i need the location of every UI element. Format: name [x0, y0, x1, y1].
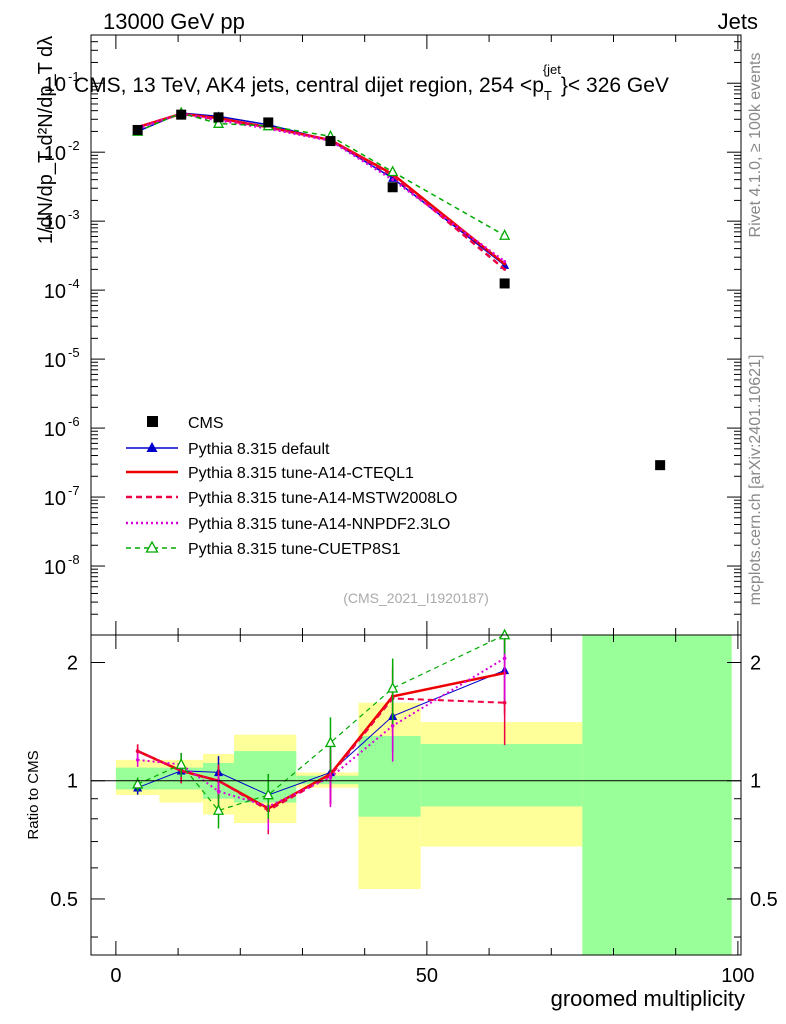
y-tick-exponent: -1	[68, 69, 80, 84]
y-tick-label: 10	[44, 212, 66, 234]
legend-label-default: Pythia 8.315 default	[188, 441, 330, 458]
ratio-point	[390, 723, 395, 728]
series-point	[503, 267, 507, 271]
x-tick-label: 50	[416, 965, 438, 987]
y-tick-exponent: -8	[68, 552, 80, 567]
x-axis-label: groomed multiplicity	[551, 986, 745, 1011]
cms-point	[499, 278, 510, 289]
ratio-band-inner	[420, 744, 583, 807]
legend: CMS Pythia 8.315 default Pythia 8.315 tu…	[126, 415, 457, 558]
ratio-band-inner	[582, 635, 732, 955]
cms-point	[655, 460, 666, 471]
x-tick-label: 100	[721, 965, 754, 987]
ratio-point	[502, 656, 507, 661]
y-tick-label: 10	[44, 143, 66, 165]
ratio-band-inner	[358, 735, 421, 817]
legend-label-nnpdf: Pythia 8.315 tune-A14-NNPDF2.3LO	[188, 516, 450, 533]
ratio-point	[175, 758, 187, 769]
ratio-tick-label-left: 2	[67, 653, 78, 675]
ratio-axis-label: Ratio to CMS	[25, 750, 42, 839]
legend-label-cms: CMS	[188, 415, 224, 432]
cms-point	[263, 117, 274, 128]
ratio-point	[502, 700, 507, 705]
series-point	[388, 173, 398, 182]
x-tick-label: 0	[110, 965, 121, 987]
series-point	[212, 117, 225, 128]
cms-point	[325, 136, 336, 147]
ratio-point	[132, 777, 144, 789]
ratio-point	[216, 789, 221, 794]
y-tick-label: 10	[44, 557, 66, 579]
legend-label-mstw: Pythia 8.315 tune-A14-MSTW2008LO	[188, 490, 457, 507]
ratio-point	[387, 681, 399, 693]
series-line	[137, 112, 506, 237]
series-line	[137, 112, 506, 265]
cms-point	[132, 124, 143, 135]
ratio-tick-label-left: 0.5	[50, 889, 78, 911]
legend-marker-cuetp8s1	[145, 540, 159, 553]
series-line	[137, 112, 506, 266]
ratio-tick-label-right: 2	[750, 653, 761, 675]
ratio-point	[262, 788, 274, 800]
ratio-series	[132, 628, 511, 835]
rivet-label: Rivet 4.1.0, ≥ 100k events	[747, 53, 764, 238]
ratio-point	[212, 804, 225, 815]
series-point	[503, 260, 507, 264]
analysis-id: (CMS_2021_I1920187)	[343, 590, 489, 606]
y-tick-exponent: -5	[68, 345, 80, 360]
cms-point	[176, 109, 187, 120]
y-tick-exponent: -6	[68, 414, 80, 429]
series-point	[499, 229, 511, 240]
ratio-point	[324, 736, 337, 748]
y-tick-exponent: -2	[68, 138, 80, 153]
header-right: Jets	[718, 9, 758, 34]
ratio-tick-label-right: 0.5	[750, 889, 778, 911]
ratio-tick-label-right: 1	[750, 771, 761, 793]
legend-marker-cms	[147, 416, 158, 427]
series-point	[387, 165, 399, 177]
ratio-frame	[90, 634, 742, 956]
y-tick-label: 10	[44, 74, 66, 96]
main-series	[132, 106, 666, 471]
plot-title-sub: T	[544, 88, 552, 103]
ratio-point	[135, 758, 140, 762]
series-line	[137, 112, 506, 263]
mcplots-label: mcplots.cern.ch [arXiv:2401.10621]	[747, 355, 764, 606]
ratio-point	[328, 775, 333, 780]
cms-point	[387, 182, 398, 193]
cms-point	[213, 112, 224, 123]
legend-label-cuetp8s1: Pythia 8.315 tune-CUETP8S1	[188, 541, 401, 558]
legend-label-cteql1: Pythia 8.315 tune-A14-CTEQL1	[188, 465, 414, 482]
y-tick-label: 10	[44, 350, 66, 372]
ratio-point	[499, 628, 511, 640]
y-axis-label-text: 1/dN/dp_T d²N/dp_T dλ	[35, 36, 57, 244]
plot-title: CMS, 13 TeV, AK4 jets, central dijet reg…	[74, 62, 669, 103]
plot-title-sup: {jet	[543, 62, 561, 77]
y-tick-label: 10	[44, 281, 66, 303]
y-axis-label: 1/dN/dp_T d²N/dp_T dλ	[35, 36, 57, 244]
plot-title-main: CMS, 13 TeV, AK4 jets, central dijet reg…	[74, 74, 544, 97]
legend-marker-default	[146, 442, 158, 452]
ratio-band-inner	[296, 775, 359, 785]
y-tick-label: 10	[44, 419, 66, 441]
ratio-point	[135, 749, 140, 753]
y-tick-exponent: -7	[68, 483, 80, 498]
y-tick-exponent: -3	[68, 207, 80, 222]
y-tick-exponent: -4	[68, 276, 80, 291]
header-left: 13000 GeV pp	[103, 9, 245, 34]
series-point	[391, 178, 395, 182]
series-point	[503, 262, 507, 266]
ratio-tick-label-left: 1	[67, 771, 78, 793]
plot-title-end: }< 326 GeV	[561, 74, 669, 97]
ratio-bands	[115, 635, 732, 955]
y-tick-label: 10	[44, 488, 66, 510]
